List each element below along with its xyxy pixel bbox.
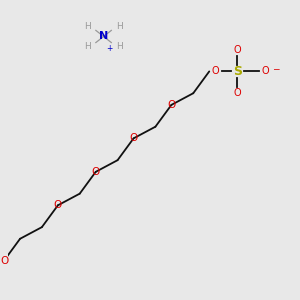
Text: O: O (261, 66, 269, 76)
Text: H: H (116, 42, 123, 51)
Text: S: S (233, 65, 242, 78)
Text: H: H (116, 22, 123, 31)
Text: O: O (234, 88, 241, 98)
Text: +: + (106, 44, 112, 53)
Text: H: H (84, 22, 91, 31)
Text: O: O (54, 200, 62, 210)
Text: O: O (212, 66, 220, 76)
Text: H: H (84, 42, 91, 51)
Text: N: N (99, 32, 108, 41)
Text: O: O (234, 45, 241, 55)
Text: −: − (272, 64, 280, 74)
Text: O: O (92, 167, 100, 177)
Text: O: O (129, 134, 138, 143)
Text: O: O (167, 100, 175, 110)
Text: O: O (0, 256, 8, 266)
